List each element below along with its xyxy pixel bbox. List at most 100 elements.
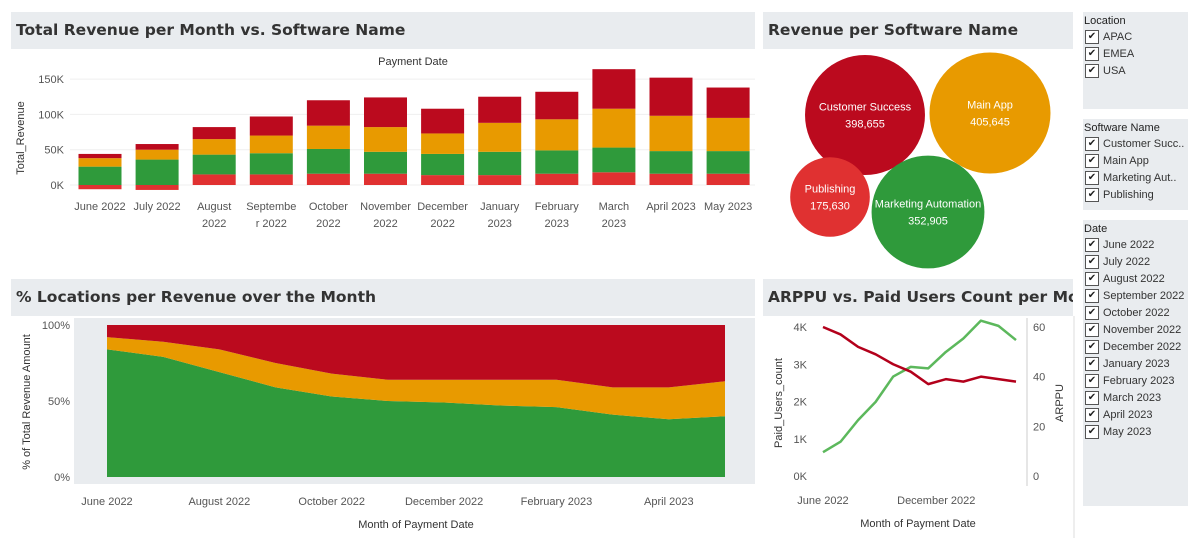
date-filter-label: September 2022 — [1103, 289, 1185, 302]
area-series — [107, 337, 725, 420]
bar-segment — [192, 174, 236, 185]
date-filter-item[interactable]: ✔ June 2022 — [1083, 236, 1188, 253]
line-x-axis-label: Month of Payment Date — [860, 518, 976, 530]
checkbox-icon[interactable]: ✔ — [1085, 305, 1099, 320]
bar-segment — [249, 174, 293, 185]
bar-segment — [649, 151, 693, 174]
software-filter-item[interactable]: ✔ Main App — [1083, 152, 1188, 169]
date-filter-item[interactable]: ✔ August 2022 — [1083, 270, 1188, 287]
line-y-left-tick-label: 0K — [794, 471, 808, 483]
date-filter-title: Date — [1084, 223, 1108, 235]
bar-x-tick-label: 2022 — [373, 218, 397, 230]
arppu-line-chart: Paid_Users_count ARPPU Month of Payment … — [773, 316, 1075, 538]
bubble-value-label: 398,655 — [845, 119, 885, 131]
date-filter: Date ✔ June 2022 ✔ July 2022 ✔ August 2022 ✔ Se… — [1083, 220, 1188, 506]
bar-segment — [249, 116, 293, 136]
checkbox-icon[interactable]: ✔ — [1085, 153, 1099, 168]
line-y-left-tick-label: 4K — [794, 322, 808, 334]
date-filter-item[interactable]: ✔ May 2023 — [1083, 423, 1188, 440]
checkbox-icon[interactable]: ✔ — [1085, 407, 1099, 422]
checkbox-icon[interactable]: ✔ — [1085, 29, 1099, 44]
bubble — [871, 155, 985, 269]
checkbox-icon[interactable]: ✔ — [1085, 288, 1099, 303]
date-filter-label: April 2023 — [1103, 408, 1153, 421]
bar-segment — [78, 158, 122, 167]
checkbox-icon[interactable]: ✔ — [1085, 63, 1099, 78]
bar-segment — [135, 159, 179, 185]
bar-segment — [78, 166, 122, 185]
bar-segment — [649, 173, 693, 185]
line-x-tick-label: June 2022 — [797, 495, 848, 507]
bubble-value-label: 175,630 — [810, 201, 850, 213]
line-y-left-tick-label: 2K — [794, 397, 808, 409]
software-filter-title: Software Name — [1084, 122, 1160, 134]
checkbox-icon[interactable]: ✔ — [1085, 322, 1099, 337]
area-x-tick-label: February 2023 — [521, 496, 593, 508]
date-filter-item[interactable]: ✔ September 2022 — [1083, 287, 1188, 304]
bar-x-tick-label: June 2022 — [74, 201, 125, 213]
area-chart-title: % Locations per Revenue over the Month — [11, 279, 755, 316]
software-filter-item[interactable]: ✔ Marketing Aut.. — [1083, 169, 1188, 186]
checkbox-icon[interactable]: ✔ — [1085, 136, 1099, 151]
checkbox-icon[interactable]: ✔ — [1085, 170, 1099, 185]
bar-segment — [478, 96, 522, 123]
area-series — [107, 325, 725, 388]
bar-segment — [249, 135, 293, 154]
software-filter: Software Name ✔ Customer Succ.. ✔ Main App ✔… — [1083, 119, 1188, 210]
bar-y-tick-label: 50K — [44, 145, 64, 157]
bar-segment — [706, 87, 750, 118]
date-filter-label: July 2022 — [1103, 255, 1151, 268]
checkbox-icon[interactable]: ✔ — [1085, 424, 1099, 439]
location-filter-item[interactable]: ✔ EMEA — [1083, 45, 1188, 62]
line-y-right-tick-label: 60 — [1033, 322, 1045, 334]
date-filter-label: December 2022 — [1103, 340, 1182, 353]
date-filter-item[interactable]: ✔ February 2023 — [1083, 372, 1188, 389]
software-filter-item[interactable]: ✔ Publishing — [1083, 186, 1188, 203]
date-filter-item[interactable]: ✔ April 2023 — [1083, 406, 1188, 423]
bar-y-axis-label: Total_Revenue — [15, 101, 27, 174]
date-filter-item[interactable]: ✔ November 2022 — [1083, 321, 1188, 338]
location-filter-item[interactable]: ✔ USA — [1083, 62, 1188, 79]
bar-segment — [478, 122, 522, 152]
area-y-tick-label: 0% — [54, 472, 70, 484]
date-filter-label: October 2022 — [1103, 306, 1170, 319]
checkbox-icon[interactable]: ✔ — [1085, 237, 1099, 252]
date-filter-item[interactable]: ✔ October 2022 — [1083, 304, 1188, 321]
checkbox-icon[interactable]: ✔ — [1085, 373, 1099, 388]
checkbox-icon[interactable]: ✔ — [1085, 356, 1099, 371]
date-filter-item[interactable]: ✔ July 2022 — [1083, 253, 1188, 270]
location-filter-label: USA — [1103, 64, 1126, 77]
software-filter-label: Main App — [1103, 154, 1149, 167]
line-series — [822, 325, 1017, 386]
bar-segment — [249, 153, 293, 175]
location-filter-label: EMEA — [1103, 47, 1135, 60]
checkbox-icon[interactable]: ✔ — [1085, 46, 1099, 61]
checkbox-icon[interactable]: ✔ — [1085, 254, 1099, 269]
date-filter-item[interactable]: ✔ January 2023 — [1083, 355, 1188, 372]
checkbox-icon[interactable]: ✔ — [1085, 271, 1099, 286]
bar-x-tick-label: May 2023 — [704, 201, 752, 213]
location-filter-item[interactable]: ✔ APAC — [1083, 28, 1188, 45]
bubble — [805, 55, 925, 175]
date-filter-label: May 2023 — [1103, 425, 1152, 438]
area-x-tick-label: April 2023 — [644, 496, 694, 508]
bar-x-tick-label: March — [599, 201, 630, 213]
area-y-tick-label: 100% — [42, 320, 70, 332]
location-filter-label: APAC — [1103, 30, 1133, 43]
bar-x-tick-label: 2022 — [430, 218, 454, 230]
checkbox-icon[interactable]: ✔ — [1085, 390, 1099, 405]
date-filter-item[interactable]: ✔ December 2022 — [1083, 338, 1188, 355]
line-y-right-tick-label: 20 — [1033, 421, 1045, 433]
bar-segment — [592, 108, 636, 148]
area-y-axis-label: % of Total Revenue Amount — [21, 334, 33, 470]
location-filter: Location ✔ APAC ✔ EMEA ✔ USA — [1083, 12, 1188, 109]
software-filter-item[interactable]: ✔ Customer Succ.. — [1083, 135, 1188, 152]
checkbox-icon[interactable]: ✔ — [1085, 187, 1099, 202]
bar-segment — [592, 147, 636, 173]
date-filter-item[interactable]: ✔ March 2023 — [1083, 389, 1188, 406]
bar-segment — [421, 175, 465, 185]
bar-segment — [78, 153, 122, 159]
bar-segment — [592, 69, 636, 109]
line-x-tick-label: December 2022 — [897, 495, 975, 507]
checkbox-icon[interactable]: ✔ — [1085, 339, 1099, 354]
